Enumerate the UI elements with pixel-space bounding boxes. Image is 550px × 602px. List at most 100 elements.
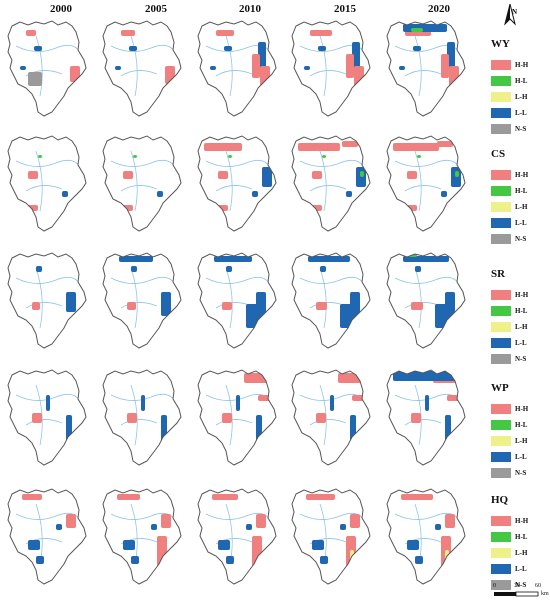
legend-label-hh: H-H [515,404,529,413]
cluster-patch-hh [252,536,262,576]
legend-hq: HQ H-H H-L L-H L-L N-S [491,494,547,594]
cluster-patch-ll [399,66,405,70]
map-panel-cs-2010 [197,135,277,232]
cluster-patch-hh [411,302,423,310]
region-boundary [197,20,277,117]
legend-swatch-ll [491,217,511,228]
legend-row: L-H [491,200,547,213]
cluster-patch-ll [407,540,419,550]
cluster-patch-hh [206,441,214,447]
river-network [299,384,367,446]
map-panel-wp-2010 [197,369,277,466]
cluster-patch-ll [403,24,447,32]
legend-swatch-lh [491,547,511,558]
map-panel-wy-2005 [102,20,182,117]
legend-label-ns: N-S [515,354,527,363]
legend-label-ll: L-L [515,564,527,573]
year-header-2015: 2015 [334,3,356,15]
legend-swatch-lh [491,321,511,332]
map-panel-cs-2020 [386,135,466,232]
legend-swatch-hl [491,75,511,86]
cluster-patch-ll [320,266,326,272]
legend-label-ll: L-L [515,338,527,347]
cluster-patch-hh [300,441,308,447]
legend-label-hh: H-H [515,60,529,69]
region-boundary [102,135,182,232]
legend-swatch-hh [491,515,511,526]
map-panel-wp-2005 [102,369,182,466]
river-network [15,503,83,565]
legend-swatch-ll [491,563,511,574]
legend-label-hl: H-L [515,532,528,541]
legend-row: N-S [491,578,547,591]
legend-row: H-H [491,288,547,301]
legend-row: H-L [491,530,547,543]
river-network [394,384,462,446]
map-panel-hq-2010 [197,488,277,585]
legend-row: H-L [491,184,547,197]
cluster-patch-ll [340,304,354,328]
year-header-2010: 2010 [239,3,261,15]
cluster-patch-hh [22,494,42,500]
cluster-patch-hh [260,66,270,86]
cluster-patch-hh [342,141,358,147]
legend-row: L-L [491,562,547,575]
legend-title-wp: WP [491,382,509,394]
cluster-patch-ll [34,46,42,51]
region-boundary [7,488,87,585]
cluster-patch-hl [417,155,421,158]
year-header-2000: 2000 [50,3,72,15]
cluster-patch-ll [415,556,423,564]
cluster-patch-ll [262,167,272,187]
cluster-patch-ll [320,556,328,564]
legend-row: H-L [491,418,547,431]
cluster-patch-ll [308,256,350,262]
legend-swatch-ns [491,233,511,244]
cluster-patch-hl [228,155,232,158]
cluster-patch-hh [437,141,453,147]
legend-row: N-S [491,232,547,245]
cluster-patch-hh [16,441,24,447]
legend-row: L-L [491,216,547,229]
cluster-patch-ll [161,292,171,316]
map-panel-wy-2010 [197,20,277,117]
region-boundary [291,488,371,585]
region-boundary [197,488,277,585]
map-panel-sr-2020 [386,252,466,349]
cluster-patch-hh [28,171,38,179]
legend-swatch-ll [491,337,511,348]
cluster-patch-hh [316,302,327,310]
cluster-patch-hh [218,171,228,179]
cluster-patch-hh [222,413,232,423]
cluster-patch-ll [36,266,42,272]
cluster-patch-ll [226,266,232,272]
cluster-patch-ll [425,395,429,411]
legend-title-sr: SR [491,268,506,280]
river-network [299,503,367,565]
legend-label-ns: N-S [515,234,527,243]
legend-row: N-S [491,352,547,365]
map-panel-wp-2000 [7,369,87,466]
legend-label-lh: L-H [515,436,528,445]
legend-swatch-ns [491,579,511,590]
cluster-patch-ll [119,256,153,262]
cluster-patch-ll [226,556,234,564]
scale-tick-0: 0 [493,583,496,589]
legend-swatch-lh [491,91,511,102]
legend-row: L-H [491,546,547,559]
cluster-patch-hh [111,441,119,447]
region-boundary [386,20,466,117]
map-panel-sr-2015 [291,252,371,349]
legend-label-hl: H-L [515,76,528,85]
legend-label-ll: L-L [515,218,527,227]
cluster-patch-hh [441,54,449,78]
cluster-patch-ll [218,540,230,550]
cluster-patch-ll [413,46,421,51]
river-network [110,267,178,329]
cluster-patch-hh [157,536,167,576]
cluster-patch-hh [258,395,272,401]
region-boundary [7,20,87,117]
legend-label-hh: H-H [515,290,529,299]
cluster-patch-ll [312,540,324,550]
region-boundary [102,369,182,466]
